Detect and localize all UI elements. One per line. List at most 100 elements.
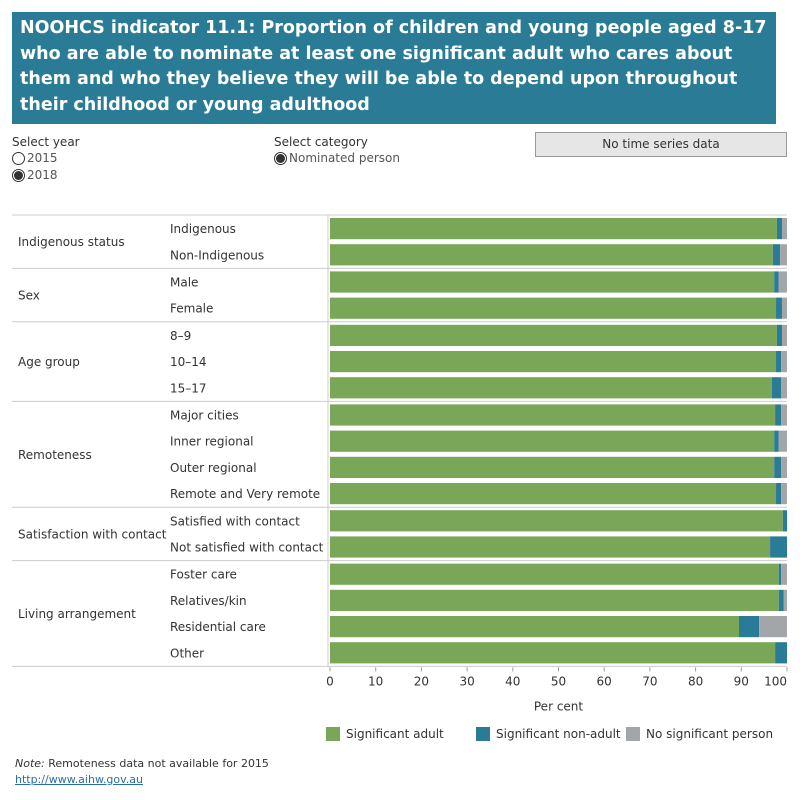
radio-label: 2018 [27,168,58,182]
bar-segment-no-significant-person [781,218,787,240]
bar-segment-significant-adult [330,589,779,611]
legend-no-significant-person: No significant person [626,727,773,741]
legend-swatch [476,727,490,741]
x-tick-label: 90 [734,674,749,688]
row-label: Other [170,646,204,660]
bar-segment-significant-non-adult [776,324,782,346]
bar-segment-significant-non-adult [776,351,782,373]
chart-title: NOOHCS indicator 11.1: Proportion of chi… [12,12,776,124]
x-tick-label: 50 [551,674,566,688]
bar-segment-no-significant-person [781,404,787,426]
row-label: Not satisfied with contact [170,541,324,555]
bar-segment-significant-adult [330,616,740,638]
bar-segment-significant-non-adult [776,297,782,319]
group-label: Sex [18,289,40,303]
row-label: Female [170,302,213,316]
bar-segment-significant-non-adult [782,510,787,532]
bar-segment-no-significant-person [783,589,787,611]
bar-segment-significant-adult [330,244,773,266]
row-label: Male [170,276,198,290]
bar-segment-no-significant-person [780,244,787,266]
bar-segment-significant-non-adult [774,430,779,452]
aihw-link[interactable]: http://www.aihw.gov.au [15,773,144,786]
bar-segment-no-significant-person [759,616,787,638]
bar-segment-significant-non-adult [778,563,782,585]
bar-segment-no-significant-person [781,377,787,399]
bar-segment-no-significant-person [781,324,787,346]
year-filter-label: Select year [12,135,80,149]
bar-segment-no-significant-person [778,430,787,452]
bar-segment-significant-non-adult [778,589,784,611]
radio-selected-icon [274,151,287,165]
x-tick-label: 80 [688,674,703,688]
radio-2018[interactable]: 2018 [12,168,58,182]
footnote: Note: Remoteness data not available for … [15,757,269,770]
bar-segment-significant-adult [330,351,777,373]
row-label: 8–9 [170,329,191,343]
legend-label: Significant non-adult [496,727,621,741]
group-label: Satisfaction with contact [18,527,167,541]
radio-icon [12,151,25,165]
bar-segment-significant-non-adult [776,483,782,505]
time-series-button[interactable]: No time series data [535,132,787,157]
bar-segment-significant-adult [330,563,779,585]
row-label: Outer regional [170,461,257,475]
x-tick-label: 40 [505,674,520,688]
group-label: Age group [18,355,80,369]
legend-significant-adult: Significant adult [326,727,444,741]
x-tick-label: 70 [642,674,657,688]
bar-segment-no-significant-person [778,271,787,293]
x-tick-label: 30 [459,674,474,688]
bar-segment-significant-adult [330,218,777,240]
legend-significant-non-adult: Significant non-adult [476,727,621,741]
bar-segment-significant-adult [330,324,777,346]
bar-segment-significant-non-adult [771,377,782,399]
group-label: Living arrangement [18,607,136,621]
row-label: Indigenous [170,222,236,236]
bar-segment-no-significant-person [781,351,787,373]
bar-segment-significant-adult [330,510,783,532]
x-tick-label: 0 [326,674,334,688]
bar-segment-significant-adult [330,377,772,399]
bar-segment-significant-non-adult [774,456,782,478]
bar-segment-significant-adult [330,404,776,426]
bar-segment-significant-non-adult [739,616,760,638]
bar-segment-significant-adult [330,297,777,319]
row-label: Foster care [170,568,237,582]
bar-segment-significant-non-adult [775,642,787,664]
note-text: Remoteness data not available for 2015 [44,757,269,770]
bar-segment-significant-adult [330,271,775,293]
radio-nominated-person[interactable]: Nominated person [274,151,400,165]
row-label: Inner regional [170,435,254,449]
row-label: Relatives/kin [170,594,247,608]
x-axis-title: Per cent [534,699,584,713]
group-label: Remoteness [18,448,92,462]
bar-segment-significant-adult [330,456,775,478]
bar-segment-significant-adult [330,642,776,664]
bar-segment-significant-adult [330,430,775,452]
row-label: Residential care [170,620,266,634]
group-label: Indigenous status [18,235,125,249]
bar-segment-significant-adult [330,483,777,505]
bar-segment-significant-non-adult [772,244,781,266]
x-tick-label: 100 [764,674,787,688]
bar-segment-significant-non-adult [770,536,787,558]
x-tick-label: 60 [597,674,612,688]
bar-segment-no-significant-person [781,456,787,478]
row-label: Satisfied with contact [170,514,300,528]
legend-swatch [626,727,640,741]
bar-segment-no-significant-person [781,297,787,319]
radio-selected-icon [12,168,25,182]
bar-segment-no-significant-person [781,483,787,505]
radio-label: Nominated person [289,151,400,165]
radio-label: 2015 [27,151,58,165]
row-label: 10–14 [170,355,207,369]
legend-label: No significant person [646,727,774,741]
legend-label: Significant adult [346,727,444,741]
bar-segment-significant-non-adult [775,404,782,426]
x-tick-label: 10 [368,674,383,688]
row-label: Remote and Very remote [170,487,320,501]
row-label: Major cities [170,409,239,423]
radio-2015[interactable]: 2015 [12,151,58,165]
row-label: 15–17 [170,381,207,395]
